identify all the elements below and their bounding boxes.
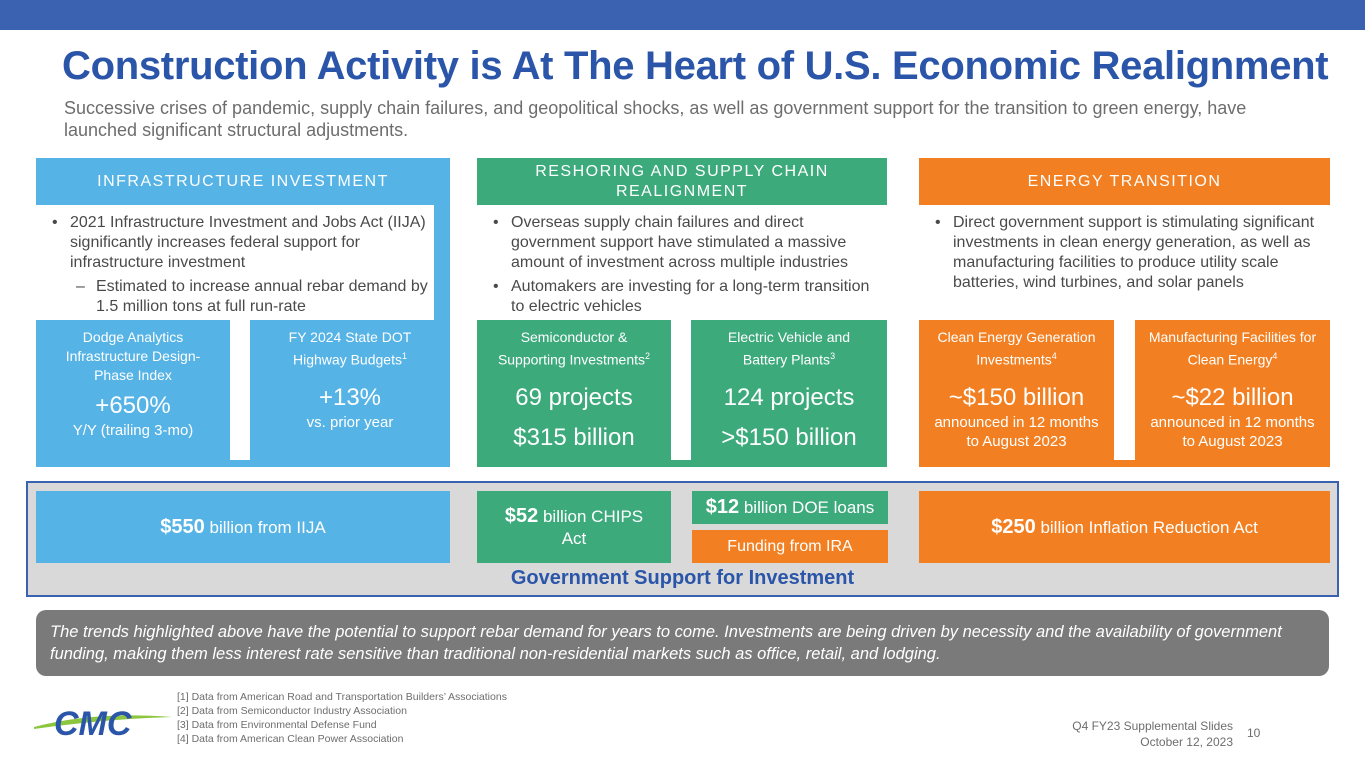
stat-note: Y/Y (trailing 3-mo)	[72, 422, 194, 439]
page-title: Construction Activity is At The Heart of…	[62, 44, 1329, 88]
ira-funding: $250 billion Inflation Reduction Act	[919, 491, 1330, 563]
stat-note: announced in 12 months to August 2023	[934, 413, 1099, 450]
semiconductor-stat: Semiconductor & Supporting Investments2 …	[477, 320, 671, 460]
funding-text: billion CHIPS Act	[542, 506, 644, 548]
footnote-ref: 2	[645, 351, 651, 361]
infrastructure-header: INFRASTRUCTURE INVESTMENT	[36, 158, 450, 205]
infra-gap	[230, 320, 250, 460]
ev-battery-stat: Electric Vehicle and Battery Plants3 124…	[691, 320, 887, 467]
footnote-ref: 4	[1051, 351, 1057, 361]
reshoring-gap	[671, 320, 691, 460]
doe-loans: $12 billion DOE loans	[692, 491, 888, 524]
stat-label: Manufacturing Facilities for Clean Energ…	[1148, 329, 1317, 368]
government-support-title: Government Support for Investment	[510, 567, 855, 589]
infrastructure-sub-bullet: Estimated to increase annual rebar deman…	[36, 277, 434, 317]
footnote-ref: 4	[1272, 351, 1278, 361]
stat-value: $315 billion	[513, 423, 635, 451]
footer-date: October 12, 2023	[1140, 735, 1233, 749]
stat-label: FY 2024 State DOT Highway Budgets	[288, 329, 412, 368]
stat-label: Clean Energy Generation Investments	[937, 329, 1096, 368]
infrastructure-body: 2021 Infrastructure Investment and Jobs …	[36, 205, 434, 320]
page-subtitle: Successive crises of pandemic, supply ch…	[64, 98, 1247, 140]
footnotes: [1] Data from American Road and Transpor…	[177, 690, 507, 746]
energy-bullet: Direct government support is stimulating…	[919, 213, 1330, 293]
funding-text: billion DOE loans	[743, 498, 875, 517]
stat-value: ~$150 billion	[948, 383, 1085, 411]
energy-header: ENERGY TRANSITION	[919, 158, 1330, 205]
funding-text: billion Inflation Reduction Act	[1040, 517, 1258, 537]
stat-value: +13%	[318, 383, 382, 411]
iija-funding: $550 billion from IIJA	[36, 491, 450, 563]
chips-funding: $52 billion CHIPS Act	[477, 491, 671, 563]
clean-mfg-stat: Manufacturing Facilities for Clean Energ…	[1135, 320, 1330, 467]
funding-amount: $52	[504, 504, 539, 527]
energy-body: Direct government support is stimulating…	[919, 205, 1330, 320]
infra-dot-stat: FY 2024 State DOT Highway Budgets1 +13% …	[250, 320, 450, 460]
footnote: [4] Data from American Clean Power Assoc…	[177, 733, 404, 745]
stat-value: ~$22 billion	[1171, 383, 1294, 411]
logo-text: CMC	[54, 705, 132, 741]
footer-info: Q4 FY23 Supplemental Slides October 12, …	[1072, 718, 1233, 750]
reshoring-header: RESHORING AND SUPPLY CHAIN REALIGNMENT	[477, 158, 887, 205]
footer-deck-name: Q4 FY23 Supplemental Slides	[1072, 719, 1233, 733]
infra-index-stat: Dodge Analytics Infrastructure Design-Ph…	[36, 320, 230, 460]
reshoring-body: Overseas supply chain failures and direc…	[477, 205, 887, 320]
stat-note: announced in 12 months to August 2023	[1150, 413, 1315, 450]
funding-amount: $12	[705, 496, 740, 518]
stat-label: Dodge Analytics Infrastructure Design-Ph…	[65, 329, 201, 383]
infrastructure-bullet: 2021 Infrastructure Investment and Jobs …	[36, 213, 434, 273]
footnote-ref: 3	[830, 351, 836, 361]
footnote: [2] Data from Semiconductor Industry Ass…	[177, 705, 407, 717]
cmc-logo: CMC	[34, 705, 172, 741]
stat-value: >$150 billion	[721, 423, 857, 451]
summary-note: The trends highlighted above have the po…	[36, 610, 1329, 676]
funding-amount: $550	[160, 515, 205, 538]
funding-text: billion from IIJA	[209, 517, 326, 537]
stat-projects: 124 projects	[723, 383, 855, 411]
reshoring-bullet: Automakers are investing for a long-term…	[477, 277, 887, 317]
stat-label: Semiconductor & Supporting Investments	[497, 329, 646, 368]
energy-gap	[1114, 320, 1135, 460]
funding-amount: $250	[991, 515, 1036, 538]
reshoring-bullet: Overseas supply chain failures and direc…	[477, 213, 887, 273]
footnote: [3] Data from Environmental Defense Fund	[177, 719, 377, 731]
clean-energy-stat: Clean Energy Generation Investments4 ~$1…	[919, 320, 1114, 460]
top-bar	[0, 0, 1365, 30]
page-number: 10	[1247, 726, 1261, 740]
ira-funding-label: Funding from IRA	[692, 530, 888, 563]
stat-projects: 69 projects	[515, 383, 633, 411]
footnote-ref: 1	[401, 351, 407, 361]
stat-label: Electric Vehicle and Battery Plants	[727, 329, 851, 368]
stat-value: +650%	[95, 392, 171, 419]
stat-note: vs. prior year	[306, 413, 394, 431]
footnote: [1] Data from American Road and Transpor…	[177, 691, 507, 703]
